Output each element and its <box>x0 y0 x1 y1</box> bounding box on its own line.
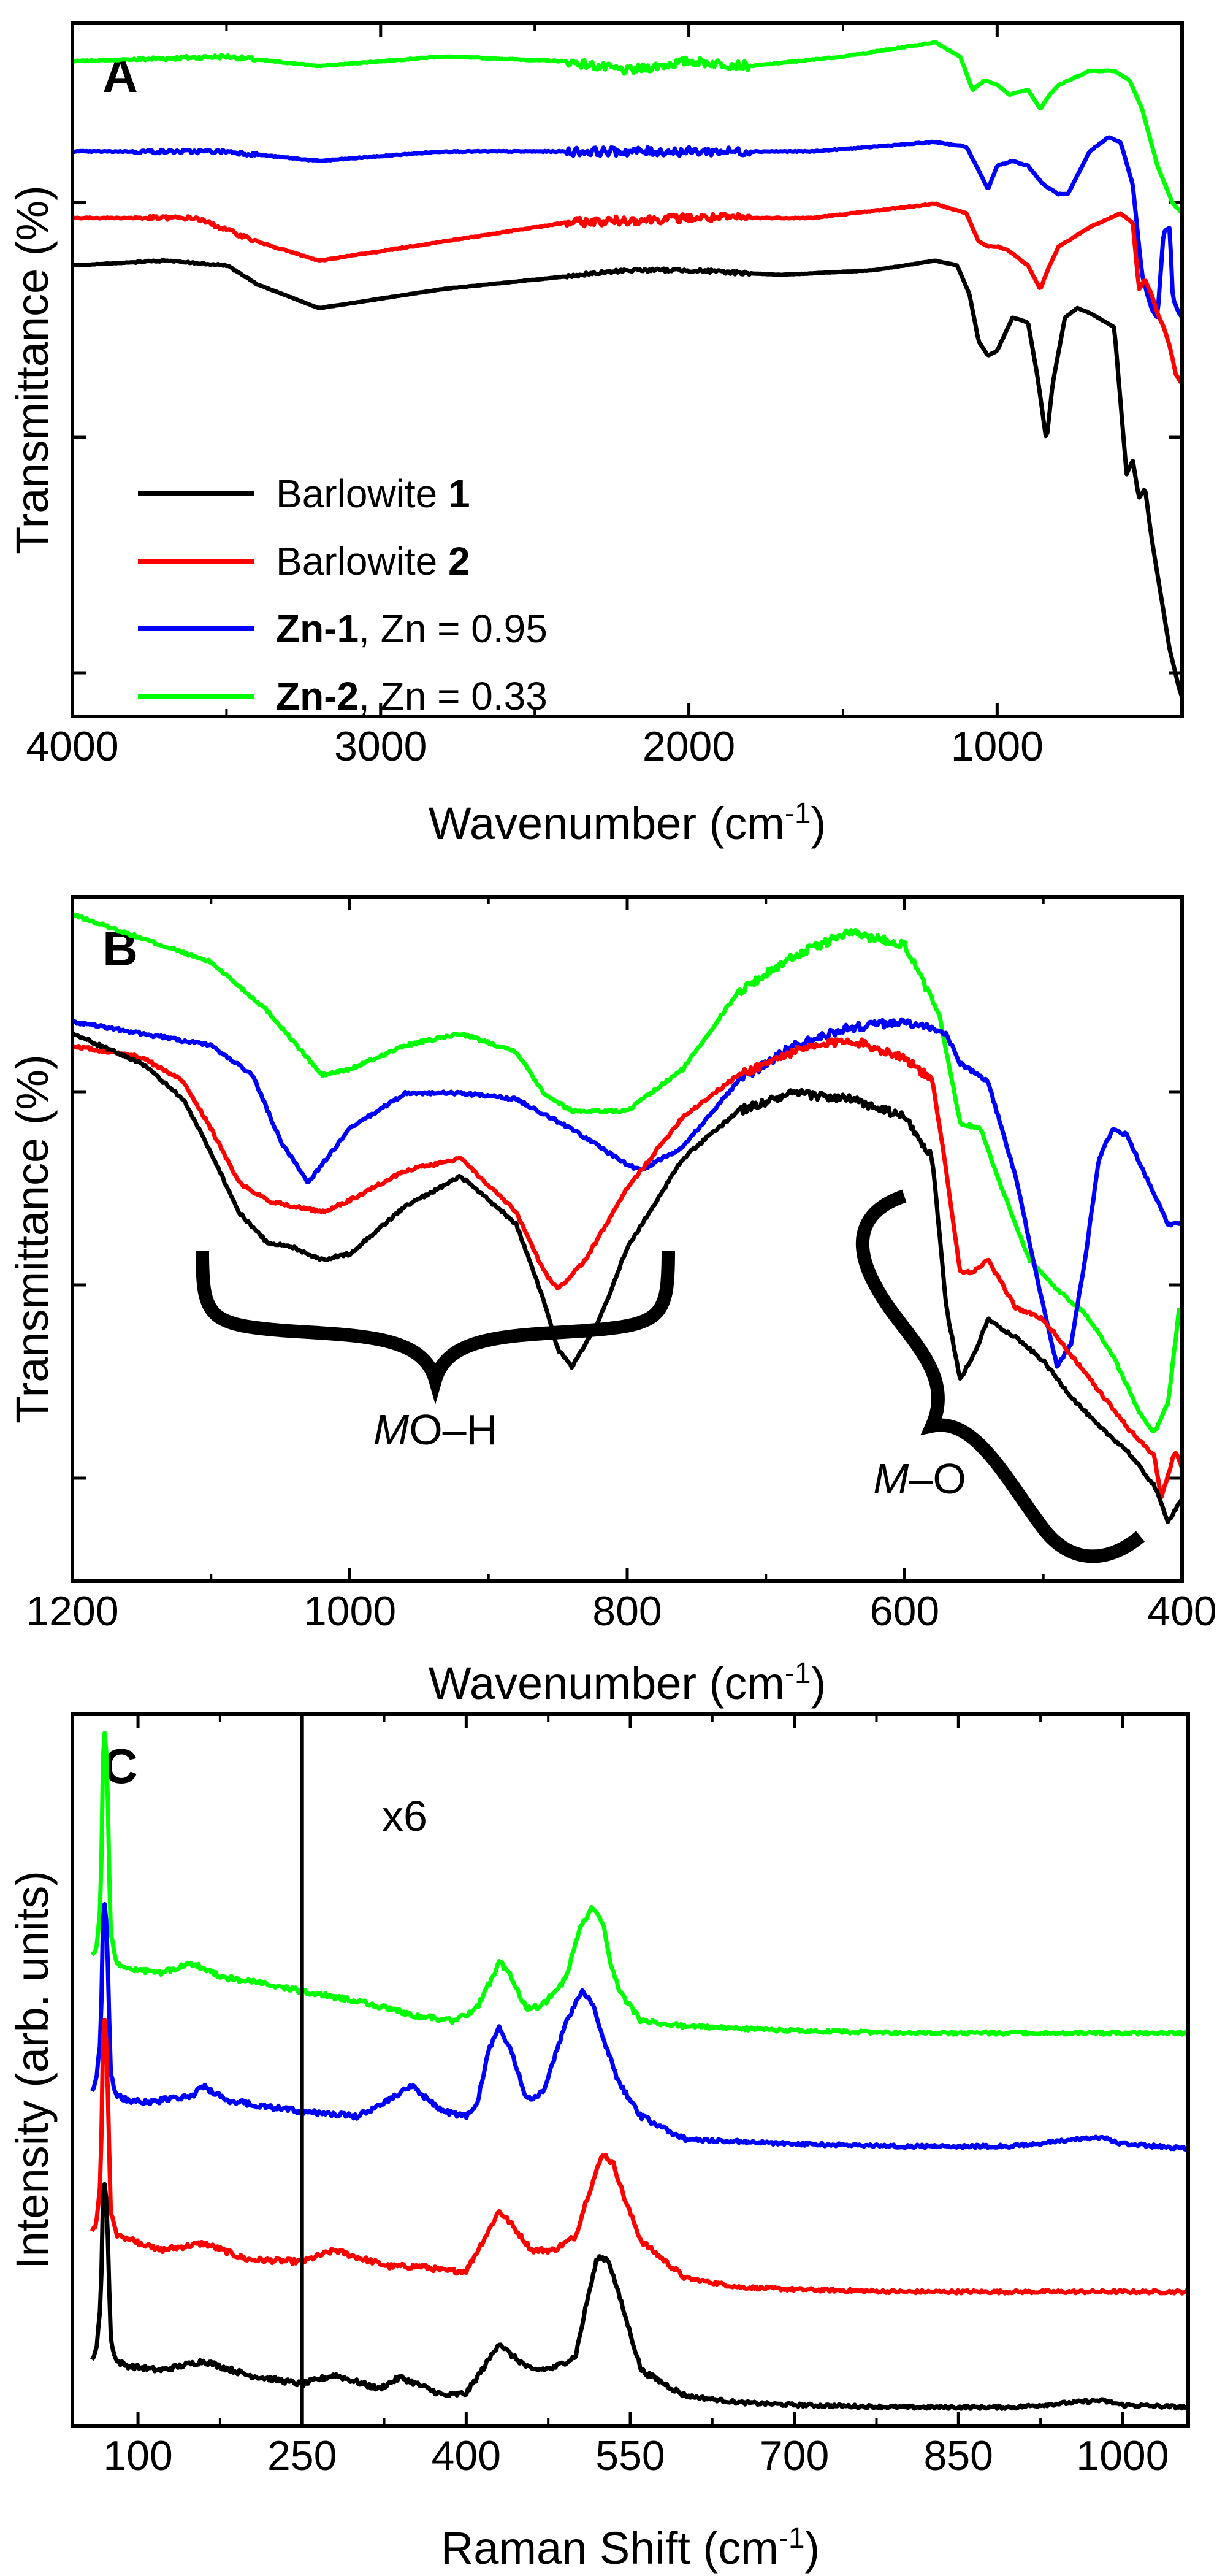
legend: Barlowite 1 Barlowite 2 Zn-1, Zn = 0.95 Zn-… <box>138 472 548 718</box>
x-tick-label: 700 <box>760 2432 829 2479</box>
series-line-zn1 <box>90 1902 1186 2152</box>
x-tick-label: 250 <box>267 2432 337 2479</box>
x-tick-label: 400 <box>1147 1588 1216 1635</box>
brace-mo <box>855 1189 1145 1563</box>
plot-frame-a <box>71 21 1184 718</box>
x-tick-label: 1000 <box>303 1588 396 1635</box>
x-tick-label: 4000 <box>26 723 118 770</box>
panel-c: 100 250 400 550 700 850 1000 Raman Shift (cm-1)… <box>7 1712 1190 2574</box>
x-tick-label: 1200 <box>26 1588 118 1635</box>
series-line-barlowite1 <box>74 258 1180 699</box>
x-tick-label: 800 <box>592 1588 662 1635</box>
series-line-barlowite2 <box>90 2017 1186 2296</box>
x-axis-title: Wavenumber (cm-1) <box>429 1657 826 1709</box>
series-line-barlowite2 <box>74 1037 1180 1500</box>
legend-label-zn2: Zn-2, Zn = 0.33 <box>276 674 548 718</box>
y-axis-title: Transmittance (%) <box>7 185 58 554</box>
legend-label-zn1: Zn-1, Zn = 0.95 <box>276 607 548 651</box>
x-tick-label: 550 <box>595 2432 665 2479</box>
y-axis-title: Intensity (arb. units) <box>7 1871 58 2269</box>
x-tick-label: 3000 <box>334 723 427 770</box>
x-tick-label: 400 <box>432 2432 501 2479</box>
panel-a: 4000 3000 2000 1000 Wavenumber (cm-1) Transmi… <box>7 21 1184 849</box>
x-tick-label: 1000 <box>951 723 1044 770</box>
series-line-zn2 <box>74 912 1180 1434</box>
x-tick-label: 2000 <box>643 723 735 770</box>
series-line-barlowite2 <box>74 201 1180 385</box>
series-line-zn1 <box>74 1017 1180 1369</box>
x-tick-label: 600 <box>870 1588 939 1635</box>
y-axis-title: Transmittance (%) <box>7 1054 58 1424</box>
legend-label-barlowite2: Barlowite 2 <box>276 539 470 583</box>
plot-frame-c <box>71 1712 1190 2428</box>
annotation-moh: MO–H <box>373 1406 497 1454</box>
series-line-barlowite1 <box>74 1031 1180 1524</box>
annotation-mo: M–O <box>873 1455 966 1503</box>
x-tick-label: 1000 <box>1076 2432 1169 2479</box>
series-line-barlowite1 <box>90 2182 1186 2411</box>
legend-label-barlowite1: Barlowite 1 <box>276 472 470 516</box>
series-line-zn2 <box>74 40 1180 215</box>
x-axis-title: Wavenumber (cm-1) <box>429 797 826 849</box>
annotation-x6: x6 <box>382 1792 427 1840</box>
x-tick-label: 100 <box>103 2432 172 2479</box>
series-line-zn2 <box>90 1731 1186 2037</box>
brace-moh <box>196 1251 675 1405</box>
panel-letter-a: A <box>102 48 138 102</box>
series-line-zn1 <box>74 135 1180 320</box>
x-tick-label: 850 <box>924 2432 993 2479</box>
x-axis-title: Raman Shift (cm-1) <box>441 2522 820 2574</box>
panel-b: 1200 1000 800 600 400 Wavenumber (cm-1) Transm… <box>7 895 1217 1709</box>
